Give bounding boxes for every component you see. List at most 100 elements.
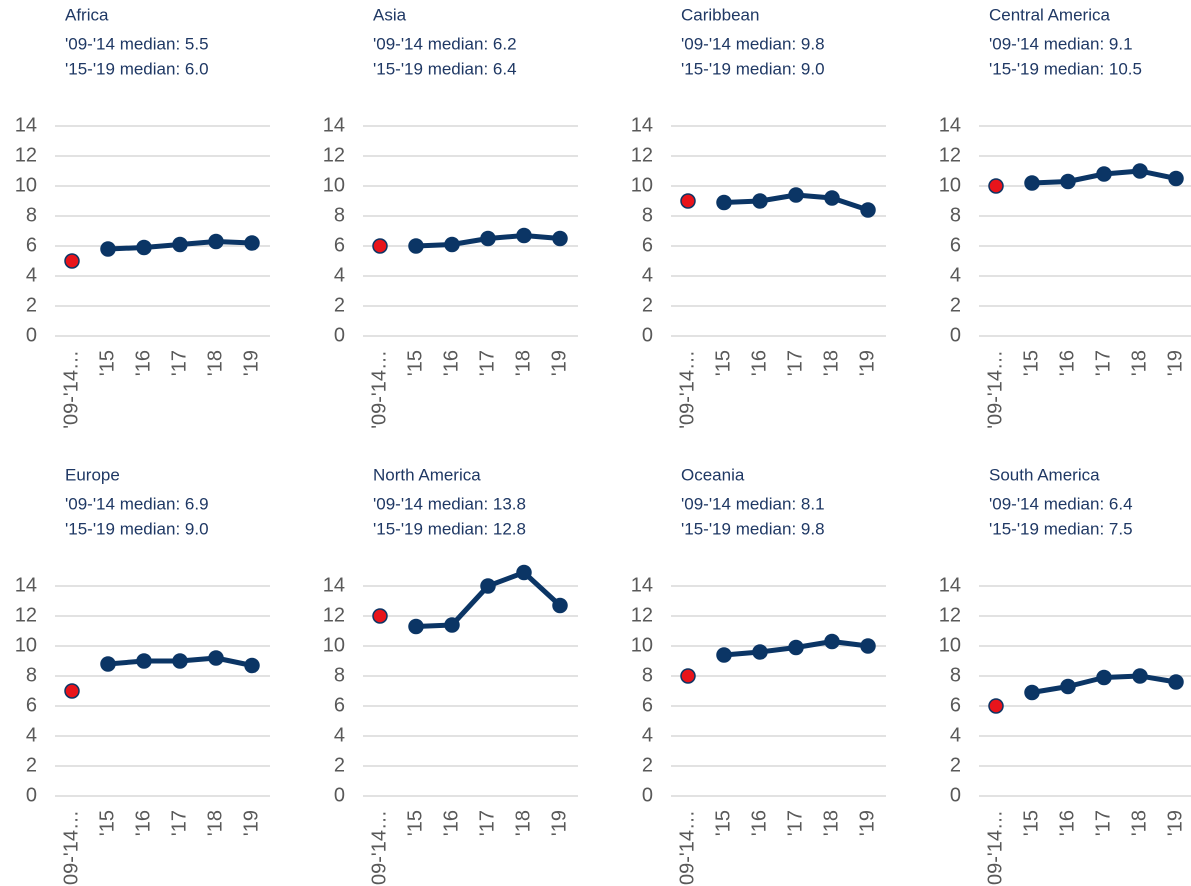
- x-tick-label: '16: [748, 810, 770, 836]
- x-tick-label: '15: [404, 810, 426, 836]
- x-tick-label: '15: [96, 810, 118, 836]
- y-tick-label: 8: [950, 204, 961, 226]
- y-tick-label: 8: [334, 204, 345, 226]
- panel-subtitle: '09-'14 median: 6.2: [373, 34, 517, 53]
- panel-subtitle: '09-'14 median: 6.9: [65, 494, 209, 513]
- x-tick-label: '15: [712, 810, 734, 836]
- y-tick-label: 14: [323, 574, 345, 596]
- panel-subtitle: '15-'19 median: 9.8: [681, 519, 825, 538]
- panel-subtitle: '09-'14 median: 9.8: [681, 34, 825, 53]
- y-tick-label: 12: [323, 604, 345, 626]
- data-point: [244, 235, 260, 251]
- x-tick-label: '09-'14…: [368, 350, 390, 429]
- x-tick-label: '16: [748, 350, 770, 376]
- x-tick-label: '15: [404, 350, 426, 376]
- y-tick-label: 8: [642, 664, 653, 686]
- x-tick-label: '09-'14…: [676, 810, 698, 886]
- y-tick-label: 0: [26, 784, 37, 806]
- data-point: [172, 653, 188, 669]
- y-tick-label: 6: [26, 234, 37, 256]
- y-tick-label: 14: [15, 114, 37, 136]
- y-tick-label: 10: [939, 174, 961, 196]
- x-tick-label: '16: [440, 810, 462, 836]
- y-tick-label: 8: [26, 664, 37, 686]
- y-tick-label: 8: [642, 204, 653, 226]
- data-point: [64, 683, 80, 699]
- y-tick-label: 4: [950, 724, 961, 746]
- y-tick-label: 10: [939, 634, 961, 656]
- y-tick-label: 2: [642, 294, 653, 316]
- y-tick-label: 14: [631, 574, 653, 596]
- y-tick-label: 6: [950, 234, 961, 256]
- x-tick-label: '19: [240, 350, 262, 376]
- data-point: [1024, 175, 1040, 191]
- data-point: [444, 617, 460, 633]
- panel-subtitle: '15-'19 median: 10.5: [989, 59, 1142, 78]
- x-tick-label: '17: [476, 810, 498, 836]
- panel-title: Asia: [373, 5, 407, 24]
- panel-title: Oceania: [681, 465, 745, 484]
- x-tick-label: '18: [204, 350, 226, 376]
- y-tick-label: 4: [642, 724, 653, 746]
- x-tick-label: '18: [820, 810, 842, 836]
- y-tick-label: 0: [334, 784, 345, 806]
- y-tick-label: 2: [334, 754, 345, 776]
- y-tick-label: 14: [15, 574, 37, 596]
- x-tick-label: '19: [240, 810, 262, 836]
- y-tick-label: 8: [334, 664, 345, 686]
- data-point: [208, 650, 224, 666]
- y-tick-label: 0: [26, 324, 37, 346]
- x-tick-label: '17: [168, 810, 190, 836]
- x-tick-label: '09-'14…: [60, 810, 82, 886]
- data-point: [788, 187, 804, 203]
- data-point: [1024, 684, 1040, 701]
- data-point: [716, 647, 732, 663]
- y-tick-label: 2: [26, 754, 37, 776]
- data-point: [988, 698, 1004, 714]
- panel-title: North America: [373, 465, 481, 484]
- panel-title: Africa: [65, 5, 109, 24]
- data-point: [1096, 669, 1112, 686]
- x-tick-label: '15: [96, 350, 118, 376]
- data-point: [552, 597, 568, 614]
- x-tick-label: '16: [440, 350, 462, 376]
- data-point: [244, 657, 260, 674]
- data-point: [1168, 170, 1184, 187]
- y-tick-label: 4: [334, 724, 345, 746]
- panel-subtitle: '09-'14 median: 9.1: [989, 34, 1133, 53]
- data-point: [552, 230, 568, 247]
- data-point: [100, 656, 116, 672]
- y-tick-label: 14: [939, 114, 961, 136]
- y-tick-label: 2: [950, 294, 961, 316]
- data-point: [752, 644, 768, 660]
- data-point: [1060, 173, 1076, 190]
- y-tick-label: 10: [631, 174, 653, 196]
- x-tick-label: '19: [856, 810, 878, 836]
- y-tick-label: 4: [642, 264, 653, 286]
- y-tick-label: 2: [26, 294, 37, 316]
- y-tick-label: 6: [642, 234, 653, 256]
- y-tick-label: 6: [334, 694, 345, 716]
- data-point: [136, 653, 152, 669]
- data-point: [64, 253, 80, 269]
- x-tick-label: '09-'14…: [984, 810, 1006, 886]
- x-tick-label: '18: [1128, 810, 1150, 836]
- y-tick-label: 2: [642, 754, 653, 776]
- y-tick-label: 0: [642, 784, 653, 806]
- data-point: [752, 193, 768, 209]
- y-tick-label: 2: [950, 754, 961, 776]
- x-tick-label: '17: [784, 350, 806, 376]
- data-point: [136, 239, 152, 256]
- x-tick-label: '18: [1128, 350, 1150, 376]
- y-tick-label: 0: [950, 784, 961, 806]
- y-tick-label: 12: [939, 604, 961, 626]
- panel-title: Central America: [989, 5, 1110, 24]
- data-point: [408, 238, 424, 254]
- panel-subtitle: '09-'14 median: 5.5: [65, 34, 209, 53]
- data-point: [372, 608, 388, 624]
- y-tick-label: 10: [631, 634, 653, 656]
- x-tick-label: '17: [476, 350, 498, 376]
- y-tick-label: 14: [323, 114, 345, 136]
- data-point: [172, 236, 188, 253]
- x-tick-label: '16: [1056, 350, 1078, 376]
